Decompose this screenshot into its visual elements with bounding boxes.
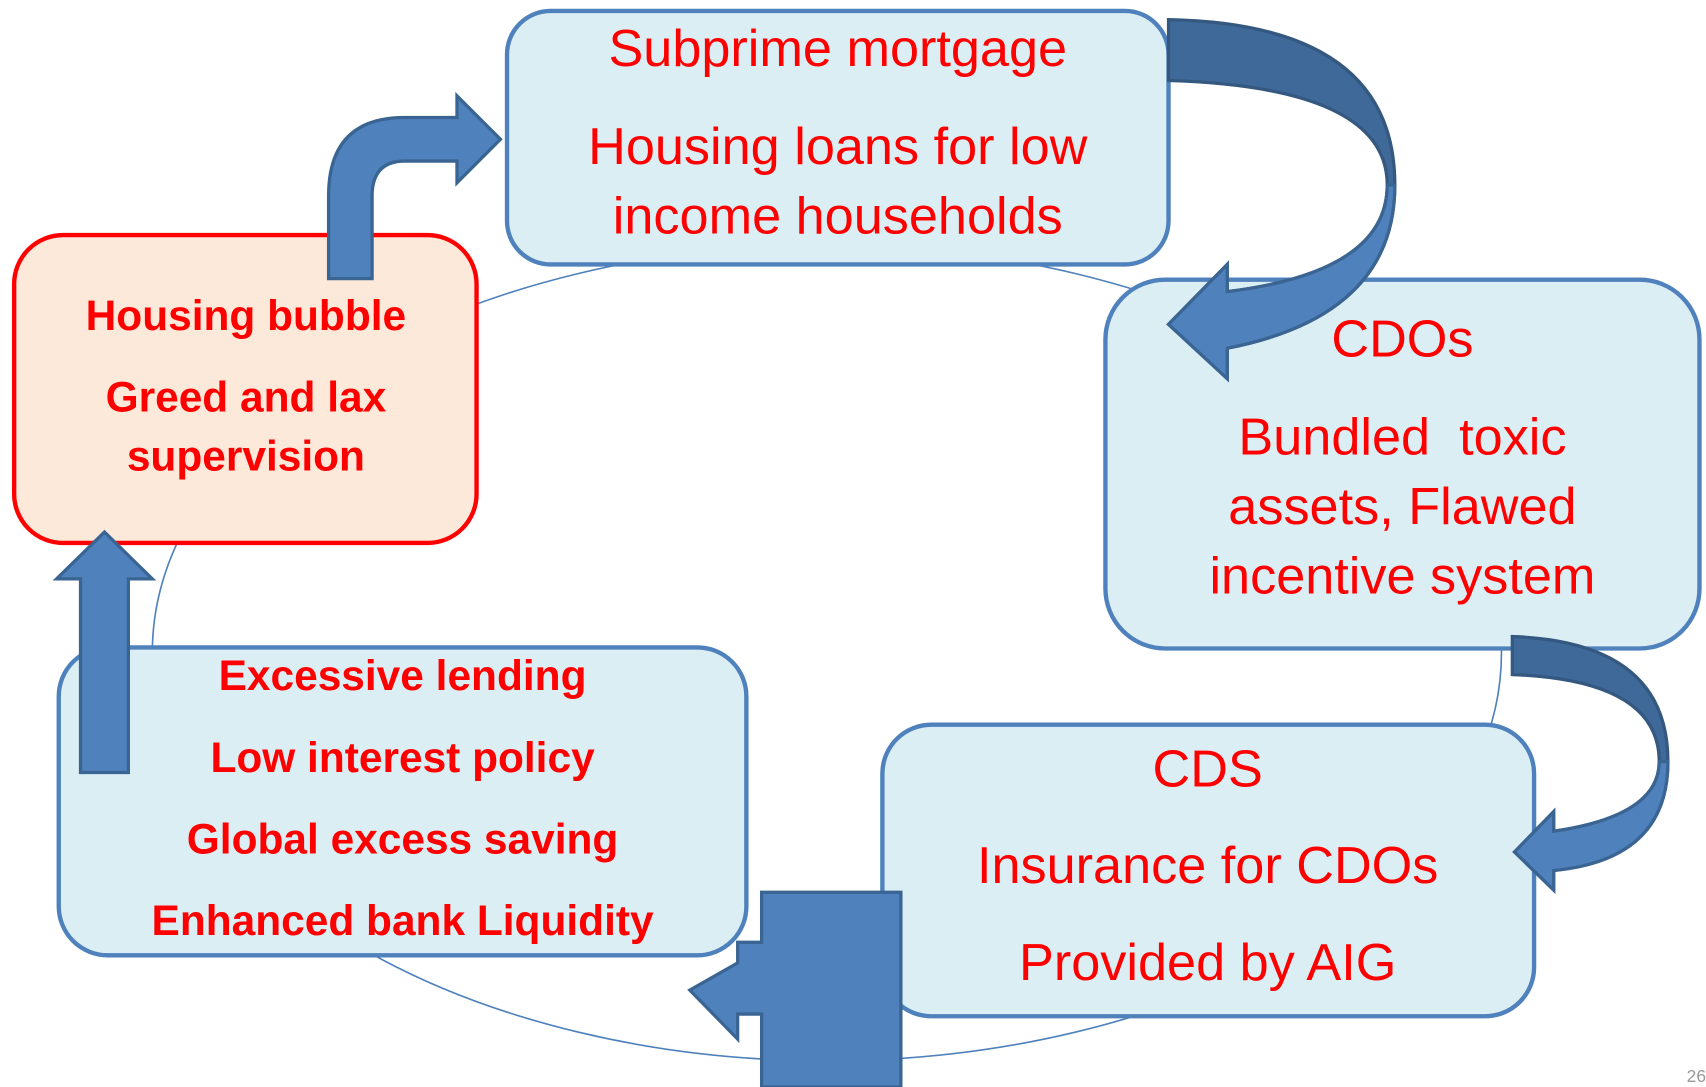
node-text: Insurance for CDOs: [977, 837, 1438, 895]
node-text: assets, Flawed: [1228, 478, 1576, 536]
node-text: Subprime mortgage: [608, 20, 1067, 78]
node-text: incentive system: [1209, 548, 1595, 606]
box-cdos: [1103, 277, 1702, 651]
arrow-subprime-to-cdos-front: [1166, 183, 1397, 383]
node-text: Excessive lending: [219, 652, 587, 699]
arrow-cdos-to-cds-front: [1512, 760, 1670, 894]
node-text: Low interest policy: [210, 734, 595, 781]
node-text: Housing loans for low: [588, 118, 1088, 176]
node-text: supervision: [127, 432, 365, 479]
arrow-bubble-to-subprime: [326, 91, 503, 281]
arrow-lending-to-bubble: [52, 529, 157, 775]
node-text: Housing bubble: [86, 292, 406, 339]
node-text: CDS: [1153, 740, 1263, 798]
box-subprime: [504, 8, 1171, 267]
node-text: income households: [613, 188, 1063, 246]
node-text: Greed and lax: [106, 374, 387, 421]
node-text: Provided by AIG: [1019, 934, 1396, 992]
node-text: CDOs: [1331, 311, 1473, 369]
node-text: Bundled toxic: [1238, 408, 1566, 466]
node-text: Enhanced bank Liquidity: [152, 897, 654, 944]
box-bubble: [11, 232, 479, 546]
box-lending: [56, 645, 749, 958]
page-number: 26: [1687, 1066, 1706, 1086]
node-text: Global excess saving: [187, 815, 619, 862]
